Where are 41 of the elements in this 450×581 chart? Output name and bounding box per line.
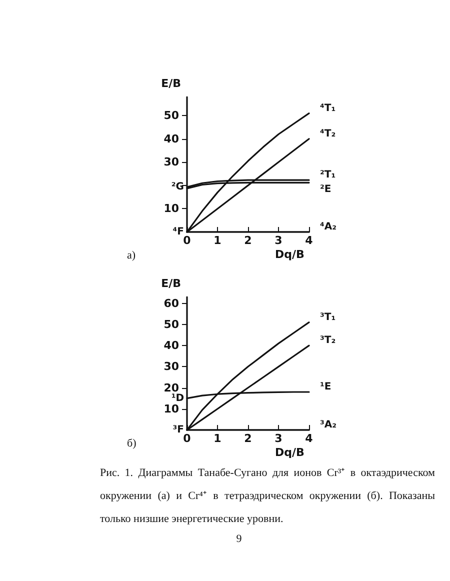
y-tick-label: 30 <box>164 360 180 374</box>
x-tick-label: 1 <box>214 432 222 445</box>
y-tick-label: 40 <box>164 339 180 352</box>
x-tick-label: 0 <box>183 234 192 247</box>
y-tick-label: 60 <box>164 296 180 310</box>
x-tick-label: 2 <box>244 234 252 247</box>
series-label: ³T₁ <box>320 312 336 323</box>
x-tick-label: 3 <box>274 234 282 247</box>
x-axis-title: Dq/B <box>275 248 304 261</box>
x-tick-label: 4 <box>305 432 314 445</box>
series-label: ¹E <box>320 382 332 392</box>
x-tick-label: 4 <box>305 234 314 247</box>
text: а) <box>127 250 136 262</box>
text: б) <box>127 438 137 450</box>
y-tick-label: 10 <box>164 402 180 416</box>
text: ¹D <box>171 392 184 404</box>
y-tick-label: 10 <box>164 202 180 216</box>
text: 9 <box>235 532 243 547</box>
series-label: ²T₁ <box>320 170 336 181</box>
series-label: ²E <box>320 184 332 196</box>
y-tick-label: 40 <box>164 132 180 146</box>
y-tick-label: 50 <box>164 109 180 122</box>
y-tick-label: 30 <box>164 156 180 169</box>
y-tick-label: 50 <box>164 318 180 331</box>
legend-label: ³A₂ <box>320 420 336 430</box>
text: ⁴F <box>172 226 184 238</box>
x-axis-title: Dq/B <box>275 446 304 459</box>
text: Рис. 1. Диаграммы Танабе-Сугано для ионов Cr³⁺ в октаэдрическом окружении (а) и Cr⁴⁺ в тетраэдрическом окружении (б). Показаны только низшие энергетические уровни. <box>100 466 435 527</box>
x-tick-label: 1 <box>214 234 222 247</box>
x-tick-label: 2 <box>244 432 252 445</box>
y-tick-label: 20 <box>164 381 180 394</box>
x-tick-label: 3 <box>274 432 282 445</box>
y-axis-title: E/B <box>161 277 181 290</box>
x-tick-label: 0 <box>183 432 192 445</box>
legend-label: ⁴A₂ <box>320 222 336 232</box>
series-label: ⁴T₂ <box>320 128 336 140</box>
series-label: ³T₂ <box>320 335 336 346</box>
text: ³F <box>172 424 184 436</box>
y-axis-title: E/B <box>161 77 181 90</box>
text: ²G <box>171 182 184 193</box>
series-label: ⁴T₁ <box>320 102 336 114</box>
